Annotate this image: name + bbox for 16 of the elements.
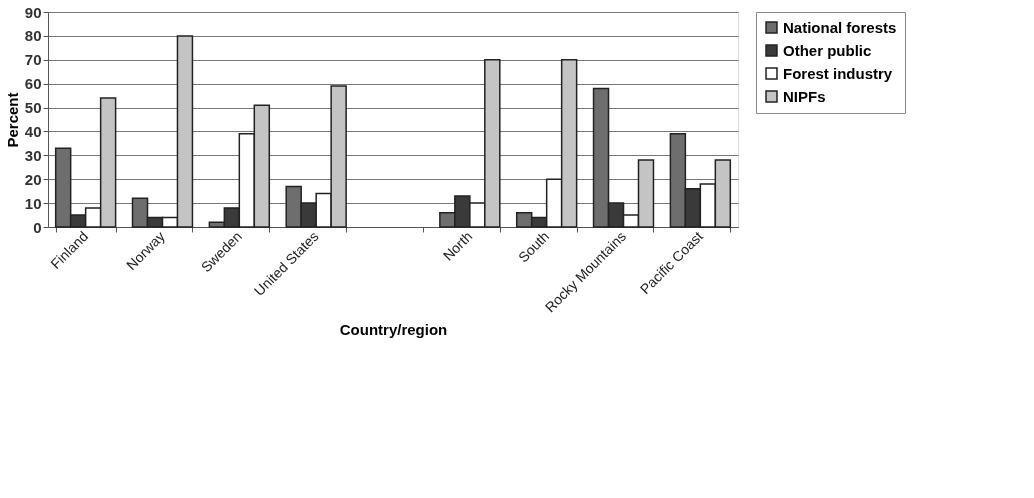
legend-label: Forest industry xyxy=(783,64,893,82)
y-tick-label: 60 xyxy=(24,75,42,93)
x-axis-title: Country/region xyxy=(339,321,448,339)
y-tick-label: 70 xyxy=(24,51,42,69)
y-tick-label: 40 xyxy=(24,122,42,140)
y-tick-label: 10 xyxy=(24,194,42,212)
legend-label: National forests xyxy=(783,18,897,36)
y-tick-label: 30 xyxy=(24,146,42,164)
y-tick-label: 0 xyxy=(33,218,42,236)
y-tick-label: 20 xyxy=(24,170,42,188)
y-axis-title: Percent xyxy=(3,92,21,148)
legend-label: NIPFs xyxy=(783,87,826,105)
y-tick-label: 90 xyxy=(24,3,42,21)
y-tick-label: 80 xyxy=(24,27,42,45)
legend-label: Other public xyxy=(783,41,872,59)
y-tick-label: 50 xyxy=(24,99,42,117)
